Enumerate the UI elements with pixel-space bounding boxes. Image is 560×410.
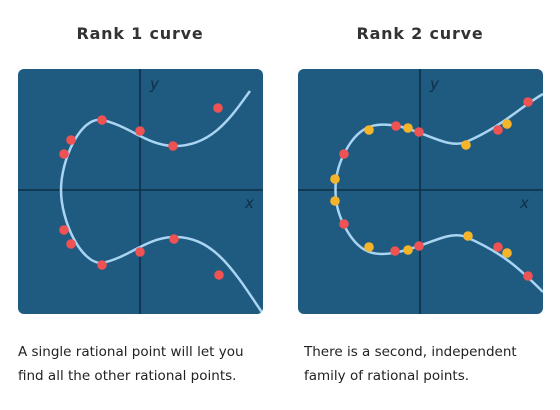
rational-point	[59, 225, 69, 235]
rational-point	[339, 149, 349, 159]
rational-point	[523, 271, 533, 281]
curve-plot: x y	[298, 69, 543, 314]
rational-point	[414, 127, 424, 137]
rational-point-second-family	[463, 231, 473, 241]
rank-1-curve-graphic: x y	[18, 69, 263, 314]
rank-2-panel: Rank 2 curve x y	[280, 0, 560, 410]
rational-point-second-family	[502, 248, 512, 258]
rational-point	[213, 103, 223, 113]
rational-point-second-family	[364, 125, 374, 135]
rank-2-curve-graphic: x y	[298, 69, 543, 314]
rational-point-second-family	[403, 123, 413, 133]
y-axis-label: y	[149, 75, 160, 93]
panel-caption: A single rational point will let you fin…	[18, 340, 270, 388]
rational-point-second-family	[330, 174, 340, 184]
rational-point-second-family	[330, 196, 340, 206]
rational-point	[391, 121, 401, 131]
x-axis-label: x	[519, 194, 529, 212]
rational-point	[66, 135, 76, 145]
rational-point	[493, 242, 503, 252]
rational-point	[169, 234, 179, 244]
rational-point-second-family	[364, 242, 374, 252]
rational-point	[66, 239, 76, 249]
rational-point	[97, 260, 107, 270]
rational-point	[414, 241, 424, 251]
rational-point	[214, 270, 224, 280]
y-axis-label: y	[429, 75, 440, 93]
panel-caption: There is a second, independent family of…	[304, 340, 556, 388]
panel-title: Rank 1 curve	[0, 24, 280, 43]
rational-point	[339, 219, 349, 229]
curve-plot: x y	[18, 69, 263, 314]
rational-point	[135, 126, 145, 136]
rational-point	[390, 246, 400, 256]
rational-point	[168, 141, 178, 151]
rational-point	[493, 125, 503, 135]
rational-point	[97, 115, 107, 125]
rational-point	[523, 97, 533, 107]
rational-point	[135, 247, 145, 257]
rational-point	[59, 149, 69, 159]
elliptic-curve	[61, 91, 263, 314]
panel-title: Rank 2 curve	[280, 24, 560, 43]
rational-point-second-family	[403, 245, 413, 255]
x-axis-label: x	[244, 194, 254, 212]
elliptic-curve	[336, 94, 544, 292]
rank-1-panel: Rank 1 curve x y A single r	[0, 0, 280, 410]
rational-point-second-family	[461, 140, 471, 150]
rational-point-second-family	[502, 119, 512, 129]
